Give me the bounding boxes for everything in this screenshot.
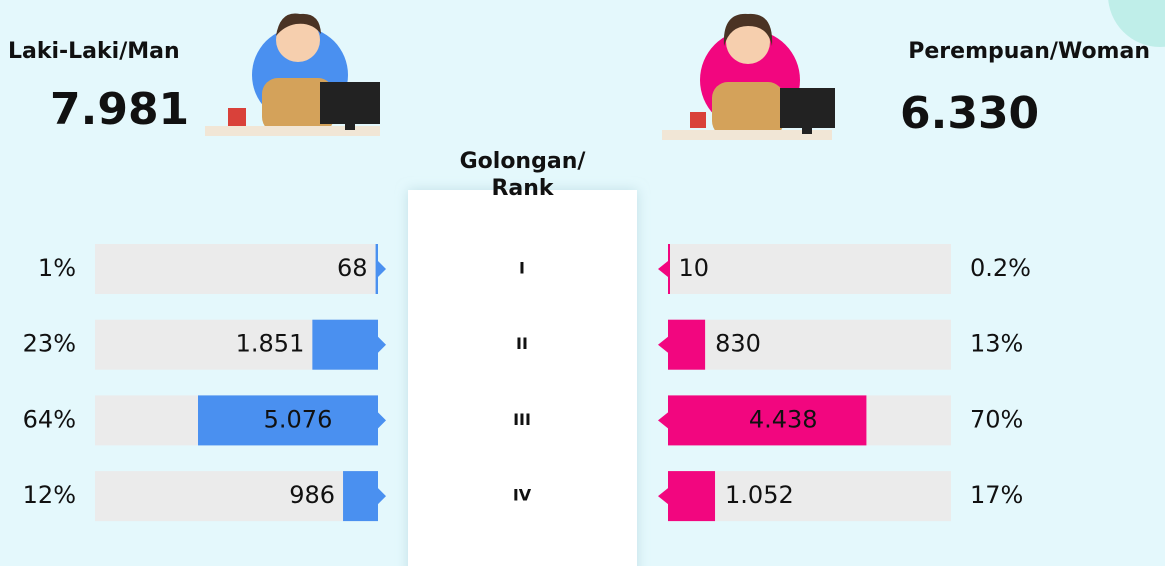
value-label: 1.851 [236,330,305,358]
category-label: III [513,410,531,429]
category-label: II [516,334,528,353]
man-illustration [205,13,380,136]
share-label: 70% [970,405,1023,433]
bar-arrow [378,261,386,277]
track [668,471,951,522]
value-label: 830 [715,330,761,358]
bar [343,471,378,522]
bar-arrow [378,336,386,353]
bar-arrow [658,336,668,353]
share-label: 1% [38,254,76,282]
track [95,244,378,294]
share-label: 0.2% [970,254,1031,282]
value-label: 5.076 [264,405,333,433]
bar-arrow [658,488,668,505]
bar [668,244,670,294]
bar [198,395,378,446]
value-label: 1.052 [725,481,794,509]
series-name: Perempuan/Woman [908,39,1150,64]
share-label: 17% [970,481,1023,509]
share-label: 64% [23,405,76,433]
decor-circle [1108,0,1165,47]
category-label: I [519,259,525,278]
series-name: Laki-Laki/Man [8,39,180,64]
share-label: 13% [970,330,1023,358]
value-label: 4.438 [749,405,818,433]
track [95,471,378,522]
track [668,319,951,370]
category-label: IV [513,486,532,505]
center-panel [408,190,637,566]
bar-arrow [658,412,668,429]
bar-arrow [378,488,386,505]
total: 7.981 [50,84,189,135]
center-title: Golongan/ Rank [459,149,586,201]
value-label: 986 [289,481,335,509]
value-label: 68 [337,254,368,282]
bar [668,395,867,446]
bar [668,471,716,522]
value-label: 10 [678,254,709,282]
track [668,244,951,294]
share-label: 12% [23,481,76,509]
bar-arrow [378,412,386,429]
bar [375,244,378,294]
share-label: 23% [23,330,76,358]
total: 6.330 [900,88,1039,139]
woman-illustration [662,13,835,140]
bar-arrow [658,261,668,277]
bar [312,319,378,370]
bar [668,319,706,370]
